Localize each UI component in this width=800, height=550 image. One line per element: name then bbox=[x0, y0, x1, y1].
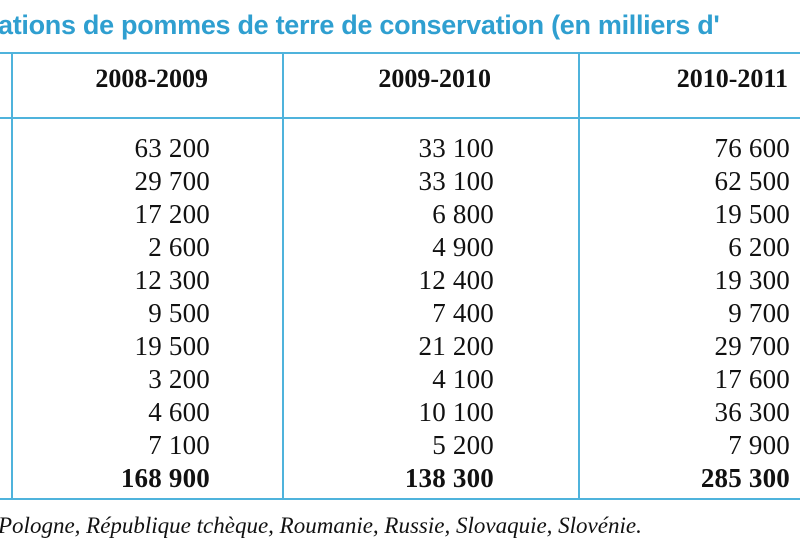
table-cell: 12 300 bbox=[134, 265, 210, 295]
table-cell: 63 200 bbox=[134, 133, 210, 163]
table-cell: 33 100 bbox=[418, 166, 494, 196]
table-cell: 29 700 bbox=[134, 166, 210, 196]
column-divider bbox=[282, 52, 284, 500]
table-title: ations de pommes de terre de conservatio… bbox=[0, 10, 720, 40]
header-top-rule bbox=[0, 52, 800, 54]
table-cell: 6 200 bbox=[728, 232, 790, 262]
table-cell: 21 200 bbox=[418, 331, 494, 361]
table-cell: 76 600 bbox=[714, 133, 790, 163]
total-cell: 138 300 bbox=[404, 463, 494, 493]
column-divider bbox=[578, 52, 580, 500]
total-cell: 285 300 bbox=[700, 463, 790, 493]
table-footnote: Pologne, République tchèque, Roumanie, R… bbox=[0, 513, 642, 538]
table-cell: 62 500 bbox=[714, 166, 790, 196]
table-cell: 6 800 bbox=[432, 199, 494, 229]
table-cell: 19 500 bbox=[714, 199, 790, 229]
table-cell: 12 400 bbox=[418, 265, 494, 295]
table-cell: 17 600 bbox=[714, 364, 790, 394]
table-cell: 5 200 bbox=[432, 430, 494, 460]
table-cell: 19 300 bbox=[714, 265, 790, 295]
table-cell: 9 500 bbox=[148, 298, 210, 328]
column-header-2009-2010: 2009-2010 bbox=[378, 64, 491, 93]
table-cell: 9 700 bbox=[728, 298, 790, 328]
table-cell: 36 300 bbox=[714, 397, 790, 427]
table-cell: 7 400 bbox=[432, 298, 494, 328]
table-cell: 4 900 bbox=[432, 232, 494, 262]
column-values-2008-2009: 63 200 29 700 17 200 2 600 12 300 9 500 … bbox=[0, 132, 210, 495]
column-header-2008-2009: 2008-2009 bbox=[95, 64, 208, 93]
table-cell: 3 200 bbox=[148, 364, 210, 394]
table-cell: 10 100 bbox=[418, 397, 494, 427]
header-bottom-rule bbox=[0, 117, 800, 119]
column-values-2010-2011: 76 600 62 500 19 500 6 200 19 300 9 700 … bbox=[570, 132, 790, 495]
table-cell: 4 100 bbox=[432, 364, 494, 394]
table-cell: 7 100 bbox=[148, 430, 210, 460]
table-cell: 17 200 bbox=[134, 199, 210, 229]
column-values-2009-2010: 33 100 33 100 6 800 4 900 12 400 7 400 2… bbox=[274, 132, 494, 495]
table-cell: 4 600 bbox=[148, 397, 210, 427]
table-cell: 2 600 bbox=[148, 232, 210, 262]
column-divider bbox=[11, 52, 13, 500]
table-cell: 19 500 bbox=[134, 331, 210, 361]
total-cell: 168 900 bbox=[120, 463, 210, 493]
table-cell: 7 900 bbox=[728, 430, 790, 460]
table-cell: 29 700 bbox=[714, 331, 790, 361]
column-header-2010-2011: 2010-2011 bbox=[676, 64, 788, 93]
table-cell: 33 100 bbox=[418, 133, 494, 163]
table-bottom-rule bbox=[0, 498, 800, 500]
